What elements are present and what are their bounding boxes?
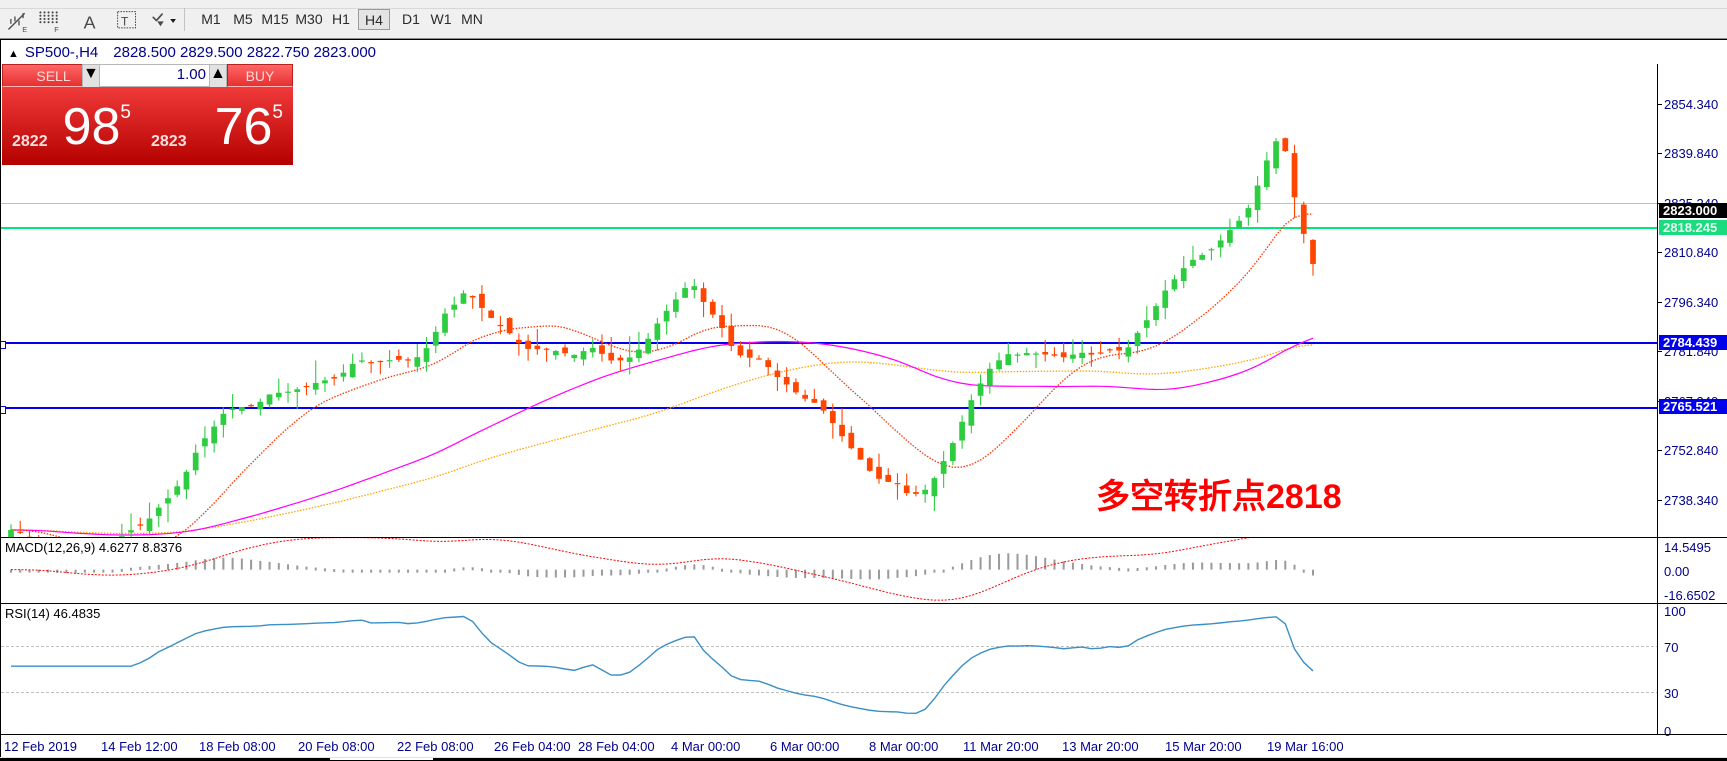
svg-text:T: T bbox=[121, 14, 129, 28]
svg-text:E: E bbox=[22, 25, 27, 34]
svg-text:F: F bbox=[54, 25, 59, 34]
svg-text:A: A bbox=[84, 13, 96, 33]
